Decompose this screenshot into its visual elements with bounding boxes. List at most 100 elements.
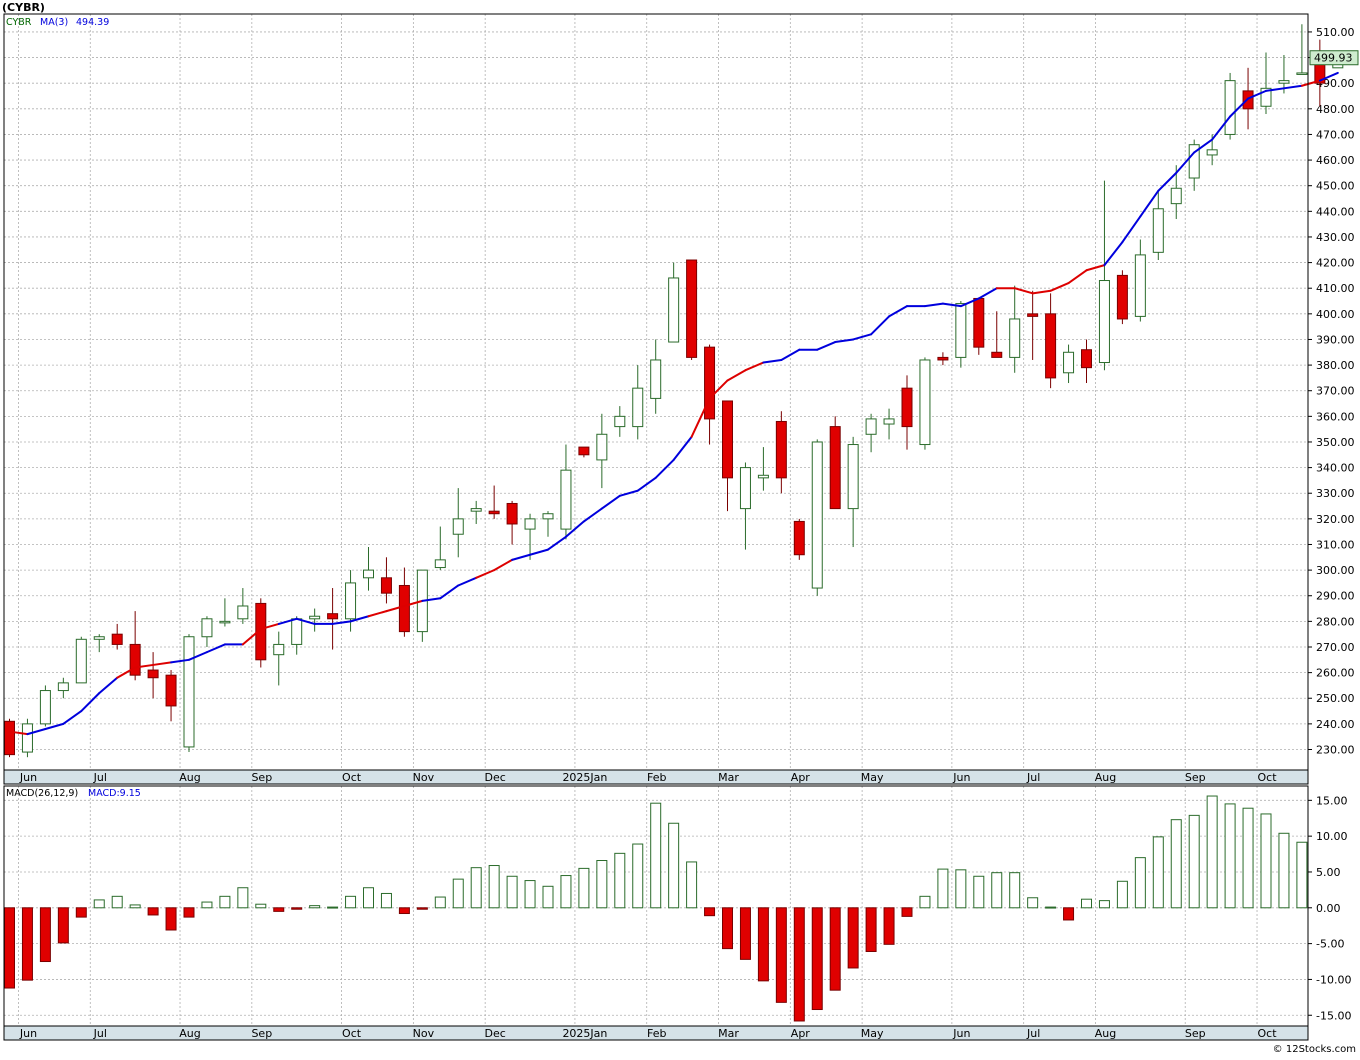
ma3-segment xyxy=(1211,115,1232,141)
month-axis: Jun Jun Jul Jul Aug Aug Sep Sep Oct Oct Nov Nov Dec D… xyxy=(4,770,1308,1040)
ma3-segment xyxy=(403,599,424,607)
candle-body xyxy=(273,643,285,656)
ma3-segment xyxy=(762,358,783,364)
candle-body xyxy=(327,613,339,620)
candle-body xyxy=(363,569,374,579)
ma3-segment xyxy=(1139,189,1160,218)
ma3-segment xyxy=(564,520,585,538)
ma3-segment xyxy=(26,727,47,736)
macd-tick-label: -10.00 xyxy=(1316,973,1351,986)
month-label: Nov xyxy=(413,1027,435,1040)
macd-bar xyxy=(39,907,51,963)
macd-bar xyxy=(1242,807,1254,909)
candle-body xyxy=(596,433,608,461)
last-price-value: 499.93 xyxy=(1314,52,1353,65)
macd-bar xyxy=(1098,900,1110,909)
ma3-segment xyxy=(439,584,460,600)
candle-body xyxy=(4,720,15,756)
macd-tick-label: 5.00 xyxy=(1316,866,1341,879)
candle-body xyxy=(129,643,141,676)
ma3-segment xyxy=(493,558,514,572)
macd-legend-value: MACD:9.15 xyxy=(88,788,141,799)
candle-body xyxy=(291,618,303,645)
candle-body xyxy=(1152,208,1164,253)
chart-title: (CYBR) xyxy=(2,1,45,14)
macd-bar xyxy=(416,907,428,910)
candle-body xyxy=(847,444,859,510)
price-tick-label: 400.00 xyxy=(1316,308,1355,321)
ma3-segment xyxy=(726,369,747,382)
month-label: May xyxy=(861,771,884,784)
macd-bar xyxy=(75,907,87,918)
candle-body xyxy=(111,633,123,645)
macd-bar xyxy=(901,907,913,917)
month-label: Oct xyxy=(1258,1027,1278,1040)
macd-bar xyxy=(1260,813,1272,909)
macd-bar xyxy=(793,907,805,1022)
price-tick-label: 260.00 xyxy=(1316,667,1355,680)
candle-body xyxy=(811,441,823,589)
price-tick-label: 450.00 xyxy=(1316,180,1355,193)
macd-bar xyxy=(1224,803,1236,909)
macd-bar xyxy=(327,906,339,909)
ma3-segment xyxy=(547,535,567,551)
site-footer: © 12Stocks.com xyxy=(1272,1044,1356,1055)
price-tick-label: 490.00 xyxy=(1316,77,1355,90)
macd-bar xyxy=(57,907,69,944)
candle-body xyxy=(919,359,931,446)
ma3-segment xyxy=(870,315,891,336)
candle-body xyxy=(883,418,895,425)
macd-y-ticks: 15.00 10.00 5.00 0.00 -5.00 -10.00 -15.00 xyxy=(1308,794,1351,1022)
ma3-segment xyxy=(600,494,621,510)
ma3-segment xyxy=(385,604,406,613)
macd-tick-label: 10.00 xyxy=(1316,830,1348,843)
ma3-segment xyxy=(511,553,532,561)
ma3-segment xyxy=(1121,215,1142,244)
ma3-segment xyxy=(1031,289,1052,295)
candle-body xyxy=(1081,349,1092,369)
price-tick-label: 240.00 xyxy=(1316,718,1355,731)
ma3-segment xyxy=(654,458,675,479)
month-label: Jul xyxy=(1026,771,1040,784)
legend-ma-label: MA(3) xyxy=(40,17,68,28)
macd-bar xyxy=(345,895,357,909)
candle-body xyxy=(1296,72,1308,75)
macd-bar xyxy=(255,903,267,909)
ma3-segment xyxy=(690,397,711,438)
candle-body xyxy=(506,502,518,525)
ma3-segment xyxy=(62,710,83,725)
price-tick-label: 340.00 xyxy=(1316,462,1355,475)
ma3-segment xyxy=(241,628,262,646)
macd-bar xyxy=(847,907,859,969)
macd-bar xyxy=(991,872,1003,909)
candle-body xyxy=(1206,149,1218,156)
candle-body xyxy=(973,297,985,348)
candle-body xyxy=(183,636,195,748)
price-tick-label: 230.00 xyxy=(1316,743,1355,756)
price-tick-label: 390.00 xyxy=(1316,333,1355,346)
ma3-segment xyxy=(152,661,173,666)
ma3-segment xyxy=(331,620,352,625)
macd-bar xyxy=(129,904,141,909)
ma3-segment xyxy=(834,338,855,344)
month-label: 2025Jan xyxy=(562,771,607,784)
price-tick-label: 440.00 xyxy=(1316,205,1355,218)
price-tick-label: 430.00 xyxy=(1316,231,1355,244)
ma3-segment xyxy=(8,730,29,736)
price-tick-label: 330.00 xyxy=(1316,487,1355,500)
ma3-segment xyxy=(780,348,801,361)
macd-bar xyxy=(219,895,231,909)
month-label: 2025Jan xyxy=(562,1027,607,1040)
month-label: Sep xyxy=(1185,771,1206,784)
macd-bar xyxy=(704,907,716,917)
ma3-segment xyxy=(1049,282,1070,292)
macd-panel-frame xyxy=(3,785,1309,1041)
candle-body xyxy=(991,351,1003,358)
macd-bar xyxy=(811,907,823,1011)
price-marks xyxy=(4,24,1344,758)
macd-bar xyxy=(183,907,195,918)
candle-body xyxy=(757,474,769,479)
ma3-segment xyxy=(1157,171,1178,192)
macd-bar xyxy=(4,907,15,989)
macd-bar xyxy=(201,901,213,909)
